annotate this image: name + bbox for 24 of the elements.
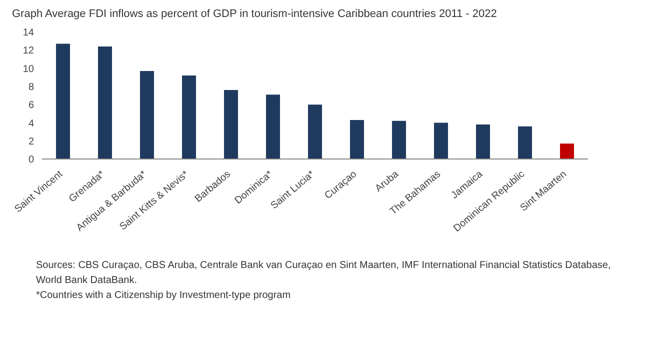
bar (140, 71, 154, 159)
y-tick-label: 14 (22, 28, 34, 39)
bar (434, 122, 448, 159)
y-tick-label: 2 (28, 136, 34, 148)
y-tick-label: 6 (28, 100, 34, 112)
bar (56, 44, 70, 159)
y-tick-label: 12 (22, 46, 34, 57)
bar (266, 94, 280, 159)
bar (476, 124, 490, 159)
bar (182, 76, 196, 159)
bar (518, 126, 532, 159)
bar (98, 46, 112, 159)
bar (560, 144, 574, 159)
bar (308, 104, 322, 159)
bar (350, 120, 364, 159)
text: *Countries with a Citizenship by Investment-type program (36, 289, 292, 303)
bar (224, 90, 238, 159)
y-tick-label: 8 (28, 82, 34, 93)
chart-title: Graph Average FDI inflows as percent of GDP in tourism-intensive Caribbean countries 2011 - 2022 (12, 8, 498, 20)
source-note: Sources: CBS Curaçao, CBS Aruba, Centrale Bank van Curaçao en Sint Maarten, IMF International Financial Statistics Database, World Bank DataBank. (36, 259, 612, 288)
y-tick-label: 10 (22, 64, 34, 75)
bar (392, 120, 406, 159)
y-tick-label: 0 (28, 154, 34, 166)
y-tick-label: 4 (28, 118, 34, 130)
